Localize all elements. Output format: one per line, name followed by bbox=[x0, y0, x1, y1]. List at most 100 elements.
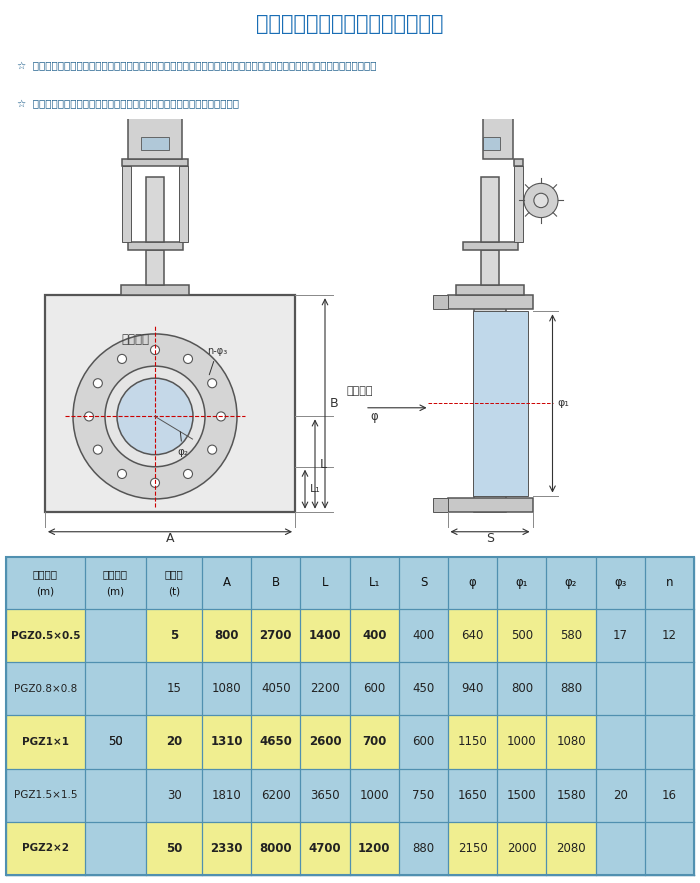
Text: 880: 880 bbox=[560, 683, 582, 695]
Text: 700: 700 bbox=[362, 736, 386, 749]
Text: 适用水头: 适用水头 bbox=[103, 569, 128, 579]
Text: 1400: 1400 bbox=[309, 629, 342, 642]
Bar bbox=[85, 822, 146, 875]
Circle shape bbox=[524, 184, 558, 217]
Bar bbox=[514, 167, 523, 242]
Bar bbox=[447, 497, 533, 511]
Text: A: A bbox=[223, 577, 231, 589]
Text: 5: 5 bbox=[170, 629, 178, 642]
Text: φ: φ bbox=[370, 410, 377, 423]
Text: 940: 940 bbox=[461, 683, 484, 695]
Circle shape bbox=[117, 378, 193, 455]
Text: 4700: 4700 bbox=[309, 841, 342, 855]
Text: 核心制造: 核心制造 bbox=[121, 333, 149, 346]
Text: PGZ1.5×1.5: PGZ1.5×1.5 bbox=[13, 790, 77, 800]
Text: 12: 12 bbox=[662, 629, 677, 642]
Text: 2000: 2000 bbox=[507, 841, 537, 855]
Text: 1580: 1580 bbox=[556, 789, 586, 802]
Text: 800: 800 bbox=[214, 629, 239, 642]
Bar bbox=[6, 715, 694, 768]
Text: 600: 600 bbox=[412, 736, 435, 749]
Text: ☆  本闸门为高水头封闭闸门，适用于电站、放水洞、地下管道、城防设施。可代替高压闸阀和球阀，不用橡胶止水，封闭严密。: ☆ 本闸门为高水头封闭闸门，适用于电站、放水洞、地下管道、城防设施。可代替高压闸… bbox=[18, 61, 377, 72]
Bar bbox=[645, 609, 694, 662]
Text: φ₂: φ₂ bbox=[565, 577, 578, 589]
Text: 机闸一体高压密封箱式闸门启闭机: 机闸一体高压密封箱式闸门启闭机 bbox=[256, 14, 444, 34]
Text: 2080: 2080 bbox=[556, 841, 586, 855]
Text: 水流方向: 水流方向 bbox=[346, 386, 373, 396]
Text: φ₁: φ₁ bbox=[516, 577, 528, 589]
Text: 800: 800 bbox=[511, 683, 533, 695]
Text: (m): (m) bbox=[106, 587, 125, 597]
Bar bbox=[447, 295, 533, 309]
Bar bbox=[85, 609, 146, 662]
Text: φ₂: φ₂ bbox=[177, 432, 188, 457]
Text: B: B bbox=[330, 397, 339, 410]
Circle shape bbox=[105, 366, 205, 467]
Text: B: B bbox=[272, 577, 280, 589]
Text: (m): (m) bbox=[36, 587, 55, 597]
Text: L: L bbox=[322, 577, 328, 589]
Bar bbox=[6, 822, 694, 875]
Bar bbox=[463, 242, 517, 250]
Bar bbox=[6, 609, 694, 662]
Bar bbox=[121, 285, 189, 295]
Text: 1150: 1150 bbox=[458, 736, 487, 749]
Text: φ₁: φ₁ bbox=[557, 398, 569, 409]
Text: 50: 50 bbox=[108, 736, 122, 749]
Text: 1310: 1310 bbox=[211, 736, 243, 749]
Text: 50: 50 bbox=[108, 736, 122, 749]
Text: 15: 15 bbox=[167, 683, 181, 695]
Bar bbox=[456, 285, 524, 295]
Text: ☆  可根据用户提供的水头、出水口的大小，为用户设计制造不同规格的闸门。: ☆ 可根据用户提供的水头、出水口的大小，为用户设计制造不同规格的闸门。 bbox=[18, 100, 239, 109]
Text: 600: 600 bbox=[363, 683, 386, 695]
Bar bbox=[399, 609, 448, 662]
Text: S: S bbox=[420, 577, 427, 589]
Bar bbox=[6, 768, 694, 822]
Bar bbox=[85, 715, 146, 768]
Text: L₁: L₁ bbox=[310, 484, 321, 494]
Text: 17: 17 bbox=[612, 629, 628, 642]
Text: 4050: 4050 bbox=[261, 683, 290, 695]
Circle shape bbox=[208, 379, 217, 388]
Text: 启门力: 启门力 bbox=[164, 569, 183, 579]
Text: 1200: 1200 bbox=[358, 841, 391, 855]
Bar bbox=[482, 117, 512, 160]
Bar bbox=[179, 167, 188, 242]
Circle shape bbox=[183, 470, 192, 479]
Text: 750: 750 bbox=[412, 789, 435, 802]
Text: 500: 500 bbox=[511, 629, 533, 642]
Bar bbox=[45, 295, 295, 511]
Bar bbox=[399, 715, 448, 768]
Text: 2600: 2600 bbox=[309, 736, 342, 749]
Text: PGZ0.5×0.5: PGZ0.5×0.5 bbox=[10, 630, 80, 640]
Bar bbox=[433, 295, 447, 309]
Text: 6200: 6200 bbox=[261, 789, 290, 802]
Text: 1080: 1080 bbox=[212, 683, 241, 695]
Text: 2330: 2330 bbox=[211, 841, 243, 855]
Text: n-φ₃: n-φ₃ bbox=[207, 346, 228, 374]
Text: 闸门规格: 闸门规格 bbox=[33, 569, 58, 579]
Text: n: n bbox=[666, 577, 673, 589]
Bar bbox=[122, 167, 131, 242]
Text: 1000: 1000 bbox=[507, 736, 537, 749]
Text: L₁: L₁ bbox=[369, 577, 380, 589]
Text: 640: 640 bbox=[461, 629, 484, 642]
Circle shape bbox=[534, 193, 548, 208]
Bar bbox=[128, 117, 182, 160]
Text: 2150: 2150 bbox=[458, 841, 487, 855]
Circle shape bbox=[93, 379, 102, 388]
Text: 1080: 1080 bbox=[556, 736, 586, 749]
Bar bbox=[490, 111, 515, 117]
Text: 1650: 1650 bbox=[458, 789, 487, 802]
Text: 1500: 1500 bbox=[507, 789, 537, 802]
Text: 400: 400 bbox=[412, 629, 435, 642]
Circle shape bbox=[208, 445, 217, 454]
Text: φ: φ bbox=[469, 577, 477, 589]
Text: 3650: 3650 bbox=[310, 789, 340, 802]
Text: 20: 20 bbox=[166, 736, 182, 749]
Bar bbox=[399, 822, 448, 875]
Bar bbox=[596, 822, 645, 875]
Bar bbox=[433, 497, 447, 511]
Text: 2200: 2200 bbox=[310, 683, 340, 695]
Text: 400: 400 bbox=[362, 629, 386, 642]
